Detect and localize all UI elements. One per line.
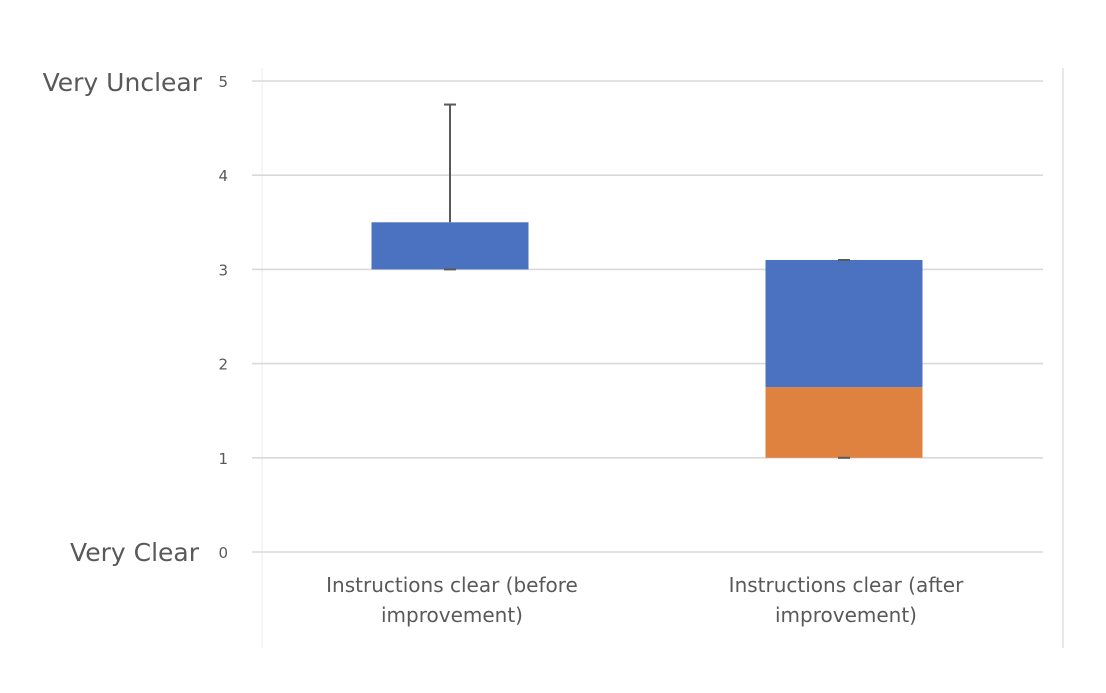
- box-lower-segment: [765, 387, 923, 458]
- category-labels: Instructions clear (before improvement) In…: [326, 573, 964, 627]
- y-tick-label-1: 1: [218, 450, 228, 468]
- y-tick-label-5: 5: [218, 73, 228, 91]
- category-label-1: Instructions clear (before improvement): [326, 573, 578, 627]
- scale-label-very-unclear: Very Unclear: [43, 68, 203, 97]
- y-tick-label-2: 2: [218, 356, 228, 374]
- box-2: [765, 258, 923, 459]
- box-upper-segment: [371, 222, 529, 270]
- scale-label-very-clear: Very Clear: [70, 538, 200, 567]
- category-label-2: Instructions clear (after improvement): [729, 573, 964, 627]
- y-tick-label-3: 3: [218, 261, 228, 279]
- y-tick-label-4: 4: [218, 167, 228, 185]
- box-upper-segment: [765, 259, 923, 388]
- y-tick-labels: 0 1 2 3 4 5: [218, 73, 228, 562]
- gridlines: [252, 80, 1043, 553]
- y-tick-label-0: 0: [218, 544, 228, 562]
- boxes: [371, 103, 923, 459]
- box-1: [371, 103, 529, 271]
